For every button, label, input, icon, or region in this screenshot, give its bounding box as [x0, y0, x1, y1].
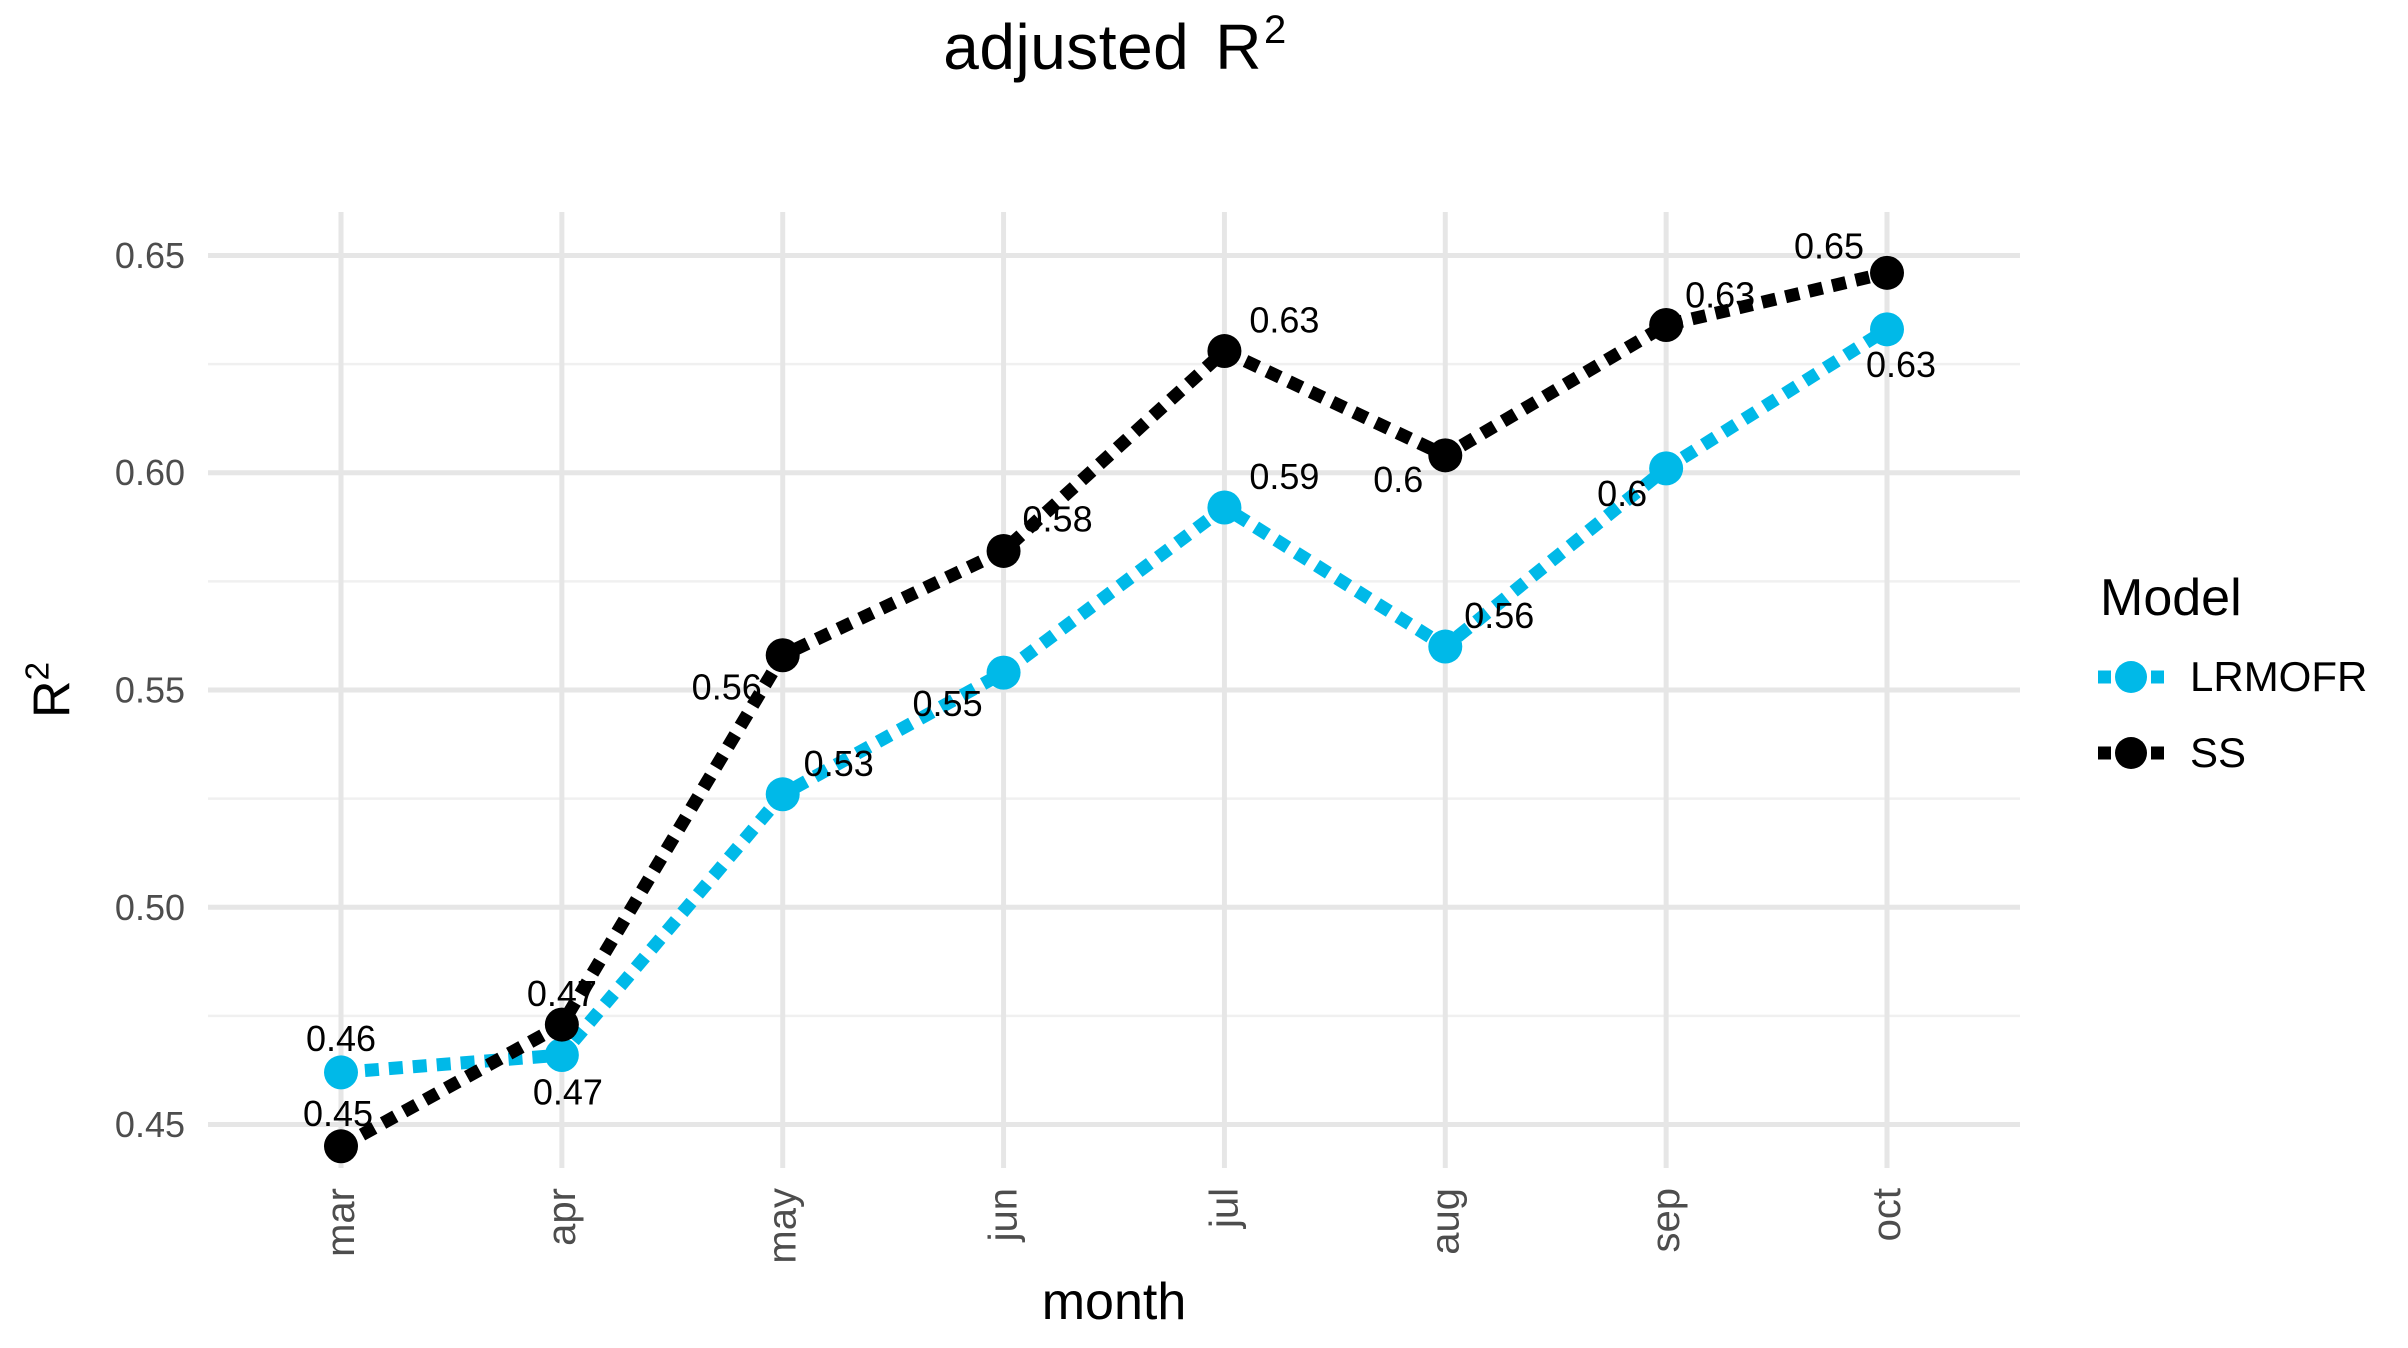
- data-label-LRMOFR: 0.59: [1249, 456, 1319, 497]
- legend-title: Model: [2100, 569, 2242, 627]
- x-tick-label: sep: [1644, 1188, 1688, 1253]
- y-tick-label: 0.50: [115, 887, 185, 928]
- data-point-SS: [324, 1129, 358, 1164]
- x-tick-label: aug: [1423, 1188, 1467, 1255]
- data-point-LRMOFR: [1649, 451, 1684, 486]
- data-label-LRMOFR: 0.55: [913, 683, 983, 724]
- data-point-LRMOFR: [986, 655, 1021, 690]
- data-point-SS: [1207, 334, 1242, 369]
- data-label-SS: 0.45: [303, 1093, 373, 1134]
- data-point-LRMOFR: [1207, 490, 1242, 525]
- legend-dash-icon: [2098, 746, 2111, 760]
- legend-entry-ss: SS: [2098, 729, 2406, 776]
- data-point-SS: [986, 533, 1021, 568]
- legend: Model LRMOFR SS: [2098, 568, 2406, 806]
- y-tick-label: 0.60: [115, 452, 185, 493]
- data-point-SS: [765, 638, 800, 673]
- x-tick-label: apr: [540, 1188, 584, 1246]
- data-point-LRMOFR: [324, 1055, 358, 1090]
- data-point-SS: [1870, 255, 1904, 290]
- data-point-LRMOFR: [1428, 629, 1463, 664]
- y-gridlines-minor: [208, 362, 2020, 1018]
- data-point-SS: [544, 1007, 579, 1042]
- legend-key-lrmofr-icon: [2098, 661, 2164, 693]
- x-axis-title: month: [1041, 1273, 1187, 1331]
- x-axis-tick-labels: mar apr may jun jul aug sep oct: [319, 1188, 1909, 1264]
- data-label-SS: 0.63: [1685, 274, 1755, 315]
- x-tick-label: jun: [982, 1188, 1026, 1242]
- data-point-LRMOFR: [765, 777, 800, 812]
- data-label-SS: 0.47: [527, 973, 597, 1014]
- legend-label-ss: SS: [2190, 729, 2247, 776]
- series-LRMOFR: 0.46 0.47 0.53 0.55 0.59 0.56 0.6 0.63: [306, 312, 1936, 1113]
- chart-title-superscript: 2: [1263, 7, 1287, 52]
- data-label-SS: 0.56: [692, 667, 762, 708]
- legend-dash-icon: [2151, 670, 2164, 684]
- legend-label-lrmofr: LRMOFR: [2190, 653, 2368, 700]
- legend-key-ss-icon: [2098, 737, 2164, 769]
- legend-point-icon: [2115, 661, 2147, 693]
- data-label-LRMOFR: 0.63: [1866, 344, 1936, 385]
- data-label-SS: 0.58: [1023, 498, 1093, 539]
- data-label-SS: 0.63: [1249, 300, 1319, 341]
- legend-entry-lrmofr: LRMOFR: [2098, 653, 2406, 700]
- y-axis-title: R2: [18, 662, 82, 718]
- x-tick-label: may: [761, 1188, 805, 1264]
- y-axis-tick-labels: 0.45 0.50 0.55 0.60 0.65: [115, 235, 185, 1145]
- data-point-LRMOFR: [1870, 312, 1904, 347]
- y-gridlines-major: [208, 252, 2020, 1128]
- series-line-SS: [337, 266, 1889, 1152]
- data-label-LRMOFR: 0.47: [533, 1072, 603, 1113]
- chart-title-text: adjusted: [943, 11, 1190, 83]
- y-axis-title-text: R: [23, 680, 82, 718]
- x-tick-label: oct: [1865, 1188, 1909, 1241]
- data-label-SS: 0.6: [1373, 459, 1423, 500]
- series-SS: 0.45 0.47 0.56 0.58 0.63 0.6 0.63 0.65: [303, 225, 1904, 1164]
- x-tick-label: mar: [319, 1188, 363, 1257]
- chart-title-r: R: [1215, 11, 1262, 83]
- y-tick-label: 0.55: [115, 670, 185, 711]
- data-label-LRMOFR: 0.56: [1464, 595, 1534, 636]
- data-point-SS: [1428, 438, 1463, 473]
- legend-point-icon: [2115, 737, 2147, 769]
- data-point-SS: [1649, 307, 1684, 342]
- x-tick-label: jul: [1202, 1188, 1246, 1229]
- chart-title: adjusted R2: [208, 7, 2020, 84]
- data-label-LRMOFR: 0.6: [1597, 473, 1647, 514]
- y-tick-label: 0.65: [115, 235, 185, 276]
- y-axis-title-superscript: 2: [18, 662, 56, 681]
- data-label-LRMOFR: 0.53: [804, 743, 874, 784]
- x-gridlines: [338, 212, 1890, 1168]
- data-label-LRMOFR: 0.46: [306, 1018, 376, 1059]
- y-tick-label: 0.45: [115, 1104, 185, 1145]
- legend-dash-icon: [2151, 746, 2164, 760]
- series-line-LRMOFR: [340, 323, 1891, 1079]
- data-point-LRMOFR: [544, 1038, 579, 1073]
- data-label-SS: 0.65: [1794, 225, 1864, 266]
- legend-dash-icon: [2098, 670, 2111, 684]
